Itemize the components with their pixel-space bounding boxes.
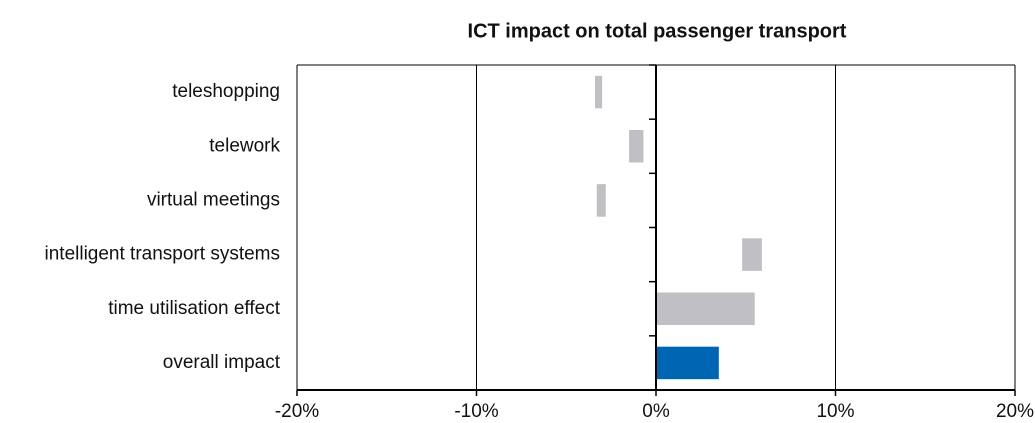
chart-title: ICT impact on total passenger transport [468,20,847,42]
x-tick-label: 10% [816,401,854,422]
y-tick-label: teleshopping [172,81,280,102]
x-tick-label: -20% [275,401,319,422]
bar [742,238,762,271]
bar [594,75,603,109]
bar [656,292,755,325]
x-tick-label: 0% [642,401,670,422]
x-tick-label: 20% [996,401,1034,422]
y-tick-label: telework [209,135,280,156]
y-tick-label: intelligent transport systems [45,244,281,265]
y-tick-label: virtual meetings [147,189,280,210]
bar [629,130,644,163]
bar [656,346,719,380]
y-tick-label: time utilisation effect [108,298,281,319]
y-tick-label: overall impact [163,352,281,373]
bar [596,184,606,217]
x-tick-label: -10% [454,401,498,422]
